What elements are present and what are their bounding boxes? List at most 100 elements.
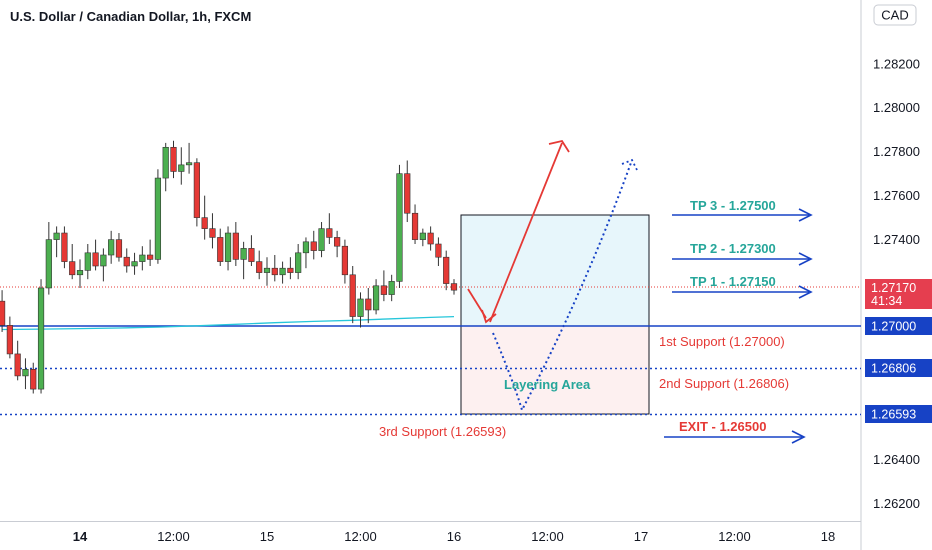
chart-title: U.S. Dollar / Canadian Dollar, 1h, FXCM: [10, 9, 251, 24]
candle: [170, 140, 177, 179]
candle: [404, 160, 411, 223]
candle: [365, 287, 372, 324]
currency-button-label[interactable]: CAD: [881, 8, 908, 23]
candle-body: [201, 217, 208, 229]
level-badge-1-bg: [865, 317, 932, 335]
time-tick-label: 12:00: [157, 529, 190, 544]
price-tick-label: 1.26400: [873, 452, 920, 467]
candle: [450, 279, 458, 295]
candle: [108, 230, 115, 264]
candle: [232, 222, 239, 266]
currency-button[interactable]: CAD: [873, 4, 917, 26]
candle: [256, 250, 263, 280]
exit-arrowhead: [791, 430, 806, 444]
forecast-rally-line: [489, 142, 563, 323]
candle: [318, 222, 325, 258]
time-tick-label: 18: [821, 529, 835, 544]
candle-body: [53, 232, 60, 240]
candle: [123, 248, 130, 273]
candle: [396, 164, 403, 288]
candle-body: [84, 252, 91, 271]
support-3-label: 3rd Support (1.26593): [379, 424, 506, 439]
price-tick-label: 1.28200: [873, 56, 920, 71]
candle: [147, 239, 154, 266]
candle-body: [170, 146, 177, 172]
layering-area-label: Layering Area: [504, 377, 591, 392]
candle: [201, 195, 208, 240]
candle-body: [139, 254, 146, 262]
candle: [295, 244, 302, 280]
candle-body: [302, 241, 310, 254]
time-axis-ticks: 14 12:00 15 12:00 16 12:00 17 12:00 18: [73, 529, 835, 544]
tp1-arrowhead: [798, 285, 813, 299]
candle: [22, 358, 29, 390]
candle: [53, 226, 60, 258]
candle: [131, 252, 138, 275]
candle: [76, 259, 84, 288]
candle: [411, 204, 419, 245]
candle-body: [30, 369, 37, 390]
current-price-badge-bg: [865, 279, 932, 309]
candle-body: [310, 241, 317, 251]
price-tick-label: 1.27600: [873, 188, 920, 203]
candle: [435, 237, 442, 266]
price-axis-panel: [861, 0, 932, 550]
price-tick-label: 1.27800: [873, 144, 920, 159]
level-badge-3-text: 1.26593: [871, 408, 916, 422]
candle: [310, 230, 317, 260]
candle-body: [154, 177, 162, 260]
candle-body: [435, 243, 442, 258]
candle-body: [411, 212, 419, 240]
candle-body: [357, 298, 364, 317]
candle: [224, 226, 232, 271]
tp3-label: TP 3 - 1.27500: [690, 198, 776, 213]
candle: [178, 147, 185, 185]
time-tick-label: 12:00: [718, 529, 751, 544]
time-tick-label: 17: [634, 529, 648, 544]
candle: [279, 261, 286, 284]
candle-body: [248, 248, 255, 262]
candle-body: [193, 162, 200, 218]
tp2-arrowhead: [798, 252, 813, 266]
tp3-arrowhead: [798, 208, 813, 222]
candle-body: [131, 261, 138, 267]
candle-body: [287, 267, 294, 273]
price-tick-label: 1.27400: [873, 232, 920, 247]
candle-body: [108, 239, 115, 256]
level-badge-1-text: 1.27000: [871, 320, 916, 334]
candle-body: [69, 261, 76, 276]
time-tick-label: 14: [73, 529, 88, 544]
candle-body: [115, 239, 123, 258]
candle-body: [37, 287, 45, 390]
candle-body: [326, 228, 333, 238]
candle-body: [185, 162, 193, 166]
candle-body: [396, 173, 403, 282]
candle-body: [388, 281, 395, 295]
level-badge-2-bg: [865, 359, 932, 377]
price-axis-ticks: 1.28200 1.28000 1.27800 1.27600 1.27400 1.264…: [873, 56, 920, 511]
currency-button-frame[interactable]: [873, 4, 917, 26]
exit-label: EXIT - 1.26500: [679, 419, 766, 434]
forecast-dip-arrowhead: [481, 309, 497, 324]
current-price-value: 1.27170: [871, 281, 916, 295]
candle: [14, 340, 21, 381]
candle-body: [256, 261, 263, 273]
candle: [380, 270, 387, 302]
candle: [30, 362, 37, 394]
candle: [185, 142, 193, 174]
price-tick-label: 1.26200: [873, 496, 920, 511]
support-2-label: 2nd Support (1.26806): [659, 376, 789, 391]
candle-body: [22, 369, 29, 377]
forecast-rally-arrowhead: [548, 139, 570, 153]
level-badge-1: 1.27000: [865, 317, 932, 335]
candle-body: [45, 239, 52, 289]
candle: [357, 292, 364, 328]
candle: [37, 279, 45, 394]
candle-body: [217, 237, 224, 262]
candle-body: [380, 285, 387, 295]
candle-body: [318, 228, 325, 251]
candle: [240, 241, 247, 280]
candle: [6, 316, 13, 359]
candle-body: [365, 298, 372, 311]
candle-body: [123, 256, 130, 267]
